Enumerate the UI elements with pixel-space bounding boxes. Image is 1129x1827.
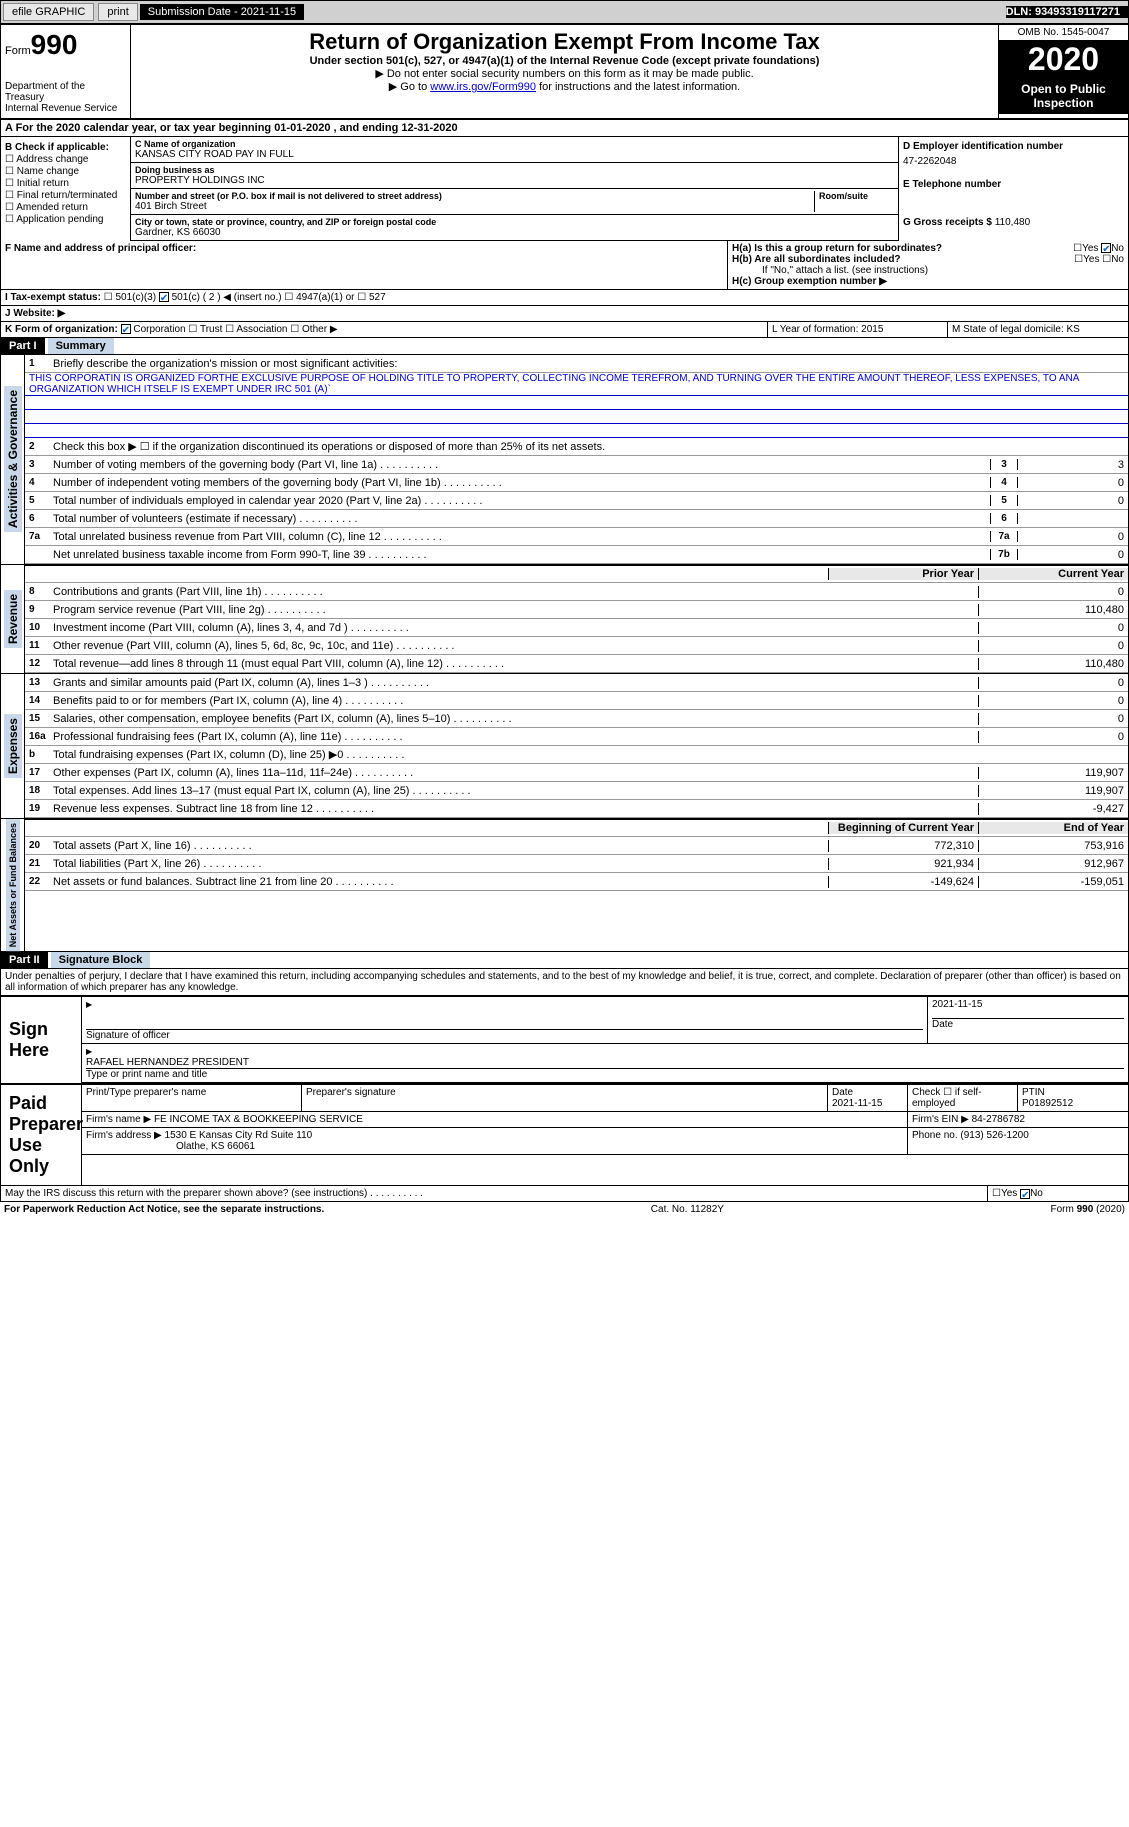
sig-date: 2021-11-15 [932,999,1124,1019]
footer-right: Form 990 (2020) [1051,1204,1125,1215]
form-word: Form [5,45,31,57]
room-label: Room/suite [819,191,894,201]
firm-ein: 84-2786782 [972,1114,1025,1125]
officer-name: RAFAEL HERNANDEZ PRESIDENT [86,1057,1124,1069]
type-name-label: Type or print name and title [86,1069,1124,1080]
org-name: KANSAS CITY ROAD PAY IN FULL [135,149,894,160]
ein-label: D Employer identification number [903,141,1124,152]
efile-button[interactable]: efile GRAPHIC [3,3,94,21]
col-prior: Prior Year [828,568,978,580]
prep-date: 2021-11-15 [832,1098,903,1109]
opt-name-change[interactable]: ☐ Name change [5,166,126,177]
side-expenses: Expenses [4,714,22,778]
part2-title: Signature Block [51,952,151,968]
subtitle-2: ▶ Do not enter social security numbers o… [135,67,994,80]
topbar: efile GRAPHIC print Submission Date - 20… [0,0,1129,24]
block-h: H(a) Is this a group return for subordin… [728,241,1128,289]
line-1: Briefly describe the organization's miss… [53,358,1128,370]
dept-irs: Internal Revenue Service [5,103,126,114]
sign-here: Sign Here [1,997,81,1083]
dept-treasury: Department of the Treasury [5,81,126,103]
side-revenue: Revenue [4,590,22,648]
declaration: Under penalties of perjury, I declare th… [0,969,1129,996]
col-end: End of Year [978,822,1128,834]
subtitle-3: ▶ Go to www.irs.gov/Form990 for instruct… [135,80,994,93]
part1-title: Summary [48,338,114,354]
print-button[interactable]: print [98,3,137,21]
footer-left: For Paperwork Reduction Act Notice, see … [4,1204,324,1215]
mission-text: THIS CORPORATIN IS ORGANIZED FORTHE EXCL… [25,373,1128,396]
org-name-label: C Name of organization [135,139,894,149]
row-k: K Form of organization: Corporation ☐ Tr… [1,322,768,337]
sig-officer-label: Signature of officer [86,1030,923,1041]
section-b-c-d: B Check if applicable: ☐ Address change … [0,137,1129,241]
part1-header: Part I [1,338,45,354]
row-j: J Website: ▶ [1,306,1128,321]
form-header: Form990 Department of the Treasury Inter… [0,24,1129,119]
form-title: Return of Organization Exempt From Incom… [135,29,994,55]
may-irs-answer[interactable]: ☐Yes No [988,1186,1128,1201]
irs-link[interactable]: www.irs.gov/Form990 [430,81,536,93]
form-number: 990 [31,29,78,60]
row-a-tax-year: A For the 2020 calendar year, or tax yea… [0,119,1129,137]
block-b-label: B Check if applicable: [5,142,126,153]
submission-date: Submission Date - 2021-11-15 [140,4,304,20]
opt-initial-return[interactable]: ☐ Initial return [5,178,126,189]
check-self-employed[interactable]: Check ☐ if self-employed [908,1085,1018,1111]
ein: 47-2262048 [903,156,1124,167]
footer-mid: Cat. No. 11282Y [651,1204,724,1215]
opt-pending[interactable]: ☐ Application pending [5,214,126,225]
dba: PROPERTY HOLDINGS INC [135,175,894,186]
firm-name: FE INCOME TAX & BOOKKEEPING SERVICE [154,1114,363,1125]
open-inspection: Open to Public Inspection [999,78,1128,114]
prep-sig-label: Preparer's signature [302,1085,828,1111]
row-l: L Year of formation: 2015 [768,322,948,337]
ptin: P01892512 [1022,1098,1124,1109]
opt-amended[interactable]: ☐ Amended return [5,202,126,213]
side-net: Net Assets or Fund Balances [6,819,20,951]
firm-addr2: Olathe, KS 66061 [86,1141,255,1152]
firm-addr1: 1530 E Kansas City Rd Suite 110 [165,1130,313,1141]
row-i: I Tax-exempt status: ☐ 501(c)(3) 501(c) … [1,290,1128,305]
tel-label: E Telephone number [903,179,1124,190]
block-f: F Name and address of principal officer: [1,241,728,289]
col-curr: Current Year [978,568,1128,580]
row-m: M State of legal domicile: KS [948,322,1128,337]
city-label: City or town, state or province, country… [135,217,894,227]
omb-number: OMB No. 1545-0047 [999,25,1128,41]
col-begin: Beginning of Current Year [828,822,978,834]
opt-final-return[interactable]: ☐ Final return/terminated [5,190,126,201]
may-irs-discuss: May the IRS discuss this return with the… [1,1186,988,1201]
prep-name-label: Print/Type preparer's name [82,1085,302,1111]
subtitle-1: Under section 501(c), 527, or 4947(a)(1)… [135,55,994,67]
addr: 401 Birch Street [135,201,814,212]
city: Gardner, KS 66030 [135,227,894,238]
firm-phone: (913) 526-1200 [960,1130,1028,1141]
gross-receipts: G Gross receipts $ 110,480 [903,217,1124,228]
dln: DLN: 93493319117271 [1006,6,1128,18]
tax-year: 2020 [999,41,1128,78]
side-activities: Activities & Governance [4,386,22,532]
line-2: Check this box ▶ ☐ if the organization d… [53,440,1128,453]
paid-preparer: Paid Preparer Use Only [1,1085,81,1185]
part2-header: Part II [1,952,48,968]
date-label: Date [932,1019,1124,1030]
opt-address-change[interactable]: ☐ Address change [5,154,126,165]
dba-label: Doing business as [135,165,894,175]
addr-label: Number and street (or P.O. box if mail i… [135,191,814,201]
